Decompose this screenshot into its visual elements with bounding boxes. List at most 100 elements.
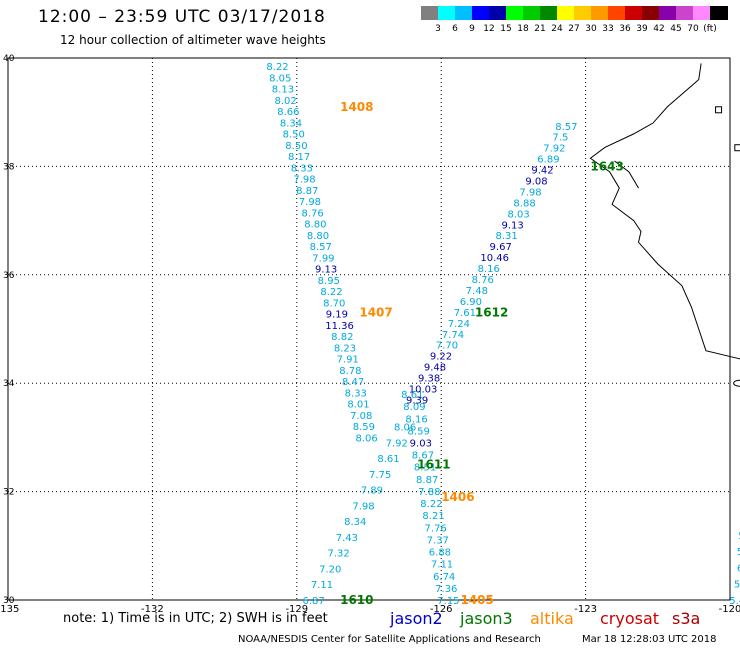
legend-swatch bbox=[472, 6, 490, 20]
legend-label: 3 bbox=[435, 24, 441, 34]
wave-height-value: 8.76 bbox=[301, 208, 323, 219]
wave-height-value: 8.57 bbox=[310, 242, 332, 253]
wave-height-value: 5. bbox=[738, 531, 740, 542]
wave-height-value: 8.06 bbox=[355, 433, 377, 444]
wave-height-value: 8.80 bbox=[304, 220, 326, 231]
wave-height-value: 8.34 bbox=[280, 118, 302, 129]
pass-label: 1610 bbox=[340, 593, 373, 607]
footer-note: note: 1) Time is in UTC; 2) SWH is in fe… bbox=[63, 611, 328, 626]
wave-height-value: 7.48 bbox=[466, 286, 488, 297]
wave-height-value: 8.47 bbox=[342, 377, 364, 388]
lon-label: -126 bbox=[430, 604, 453, 615]
pass-label: 1408 bbox=[340, 100, 373, 114]
legend-label: 12 bbox=[483, 24, 495, 34]
wave-height-value: 8.34 bbox=[344, 517, 366, 528]
legend-swatch bbox=[540, 6, 558, 20]
wave-height-value: 7.32 bbox=[327, 549, 349, 560]
wave-height-value: 5. bbox=[734, 580, 740, 591]
wave-height-value: 7.61 bbox=[454, 308, 476, 319]
coastline bbox=[589, 63, 740, 360]
wave-height-value: 8.23 bbox=[334, 343, 356, 354]
satellite-s3a: s3a bbox=[672, 609, 701, 628]
map-frame bbox=[7, 57, 731, 601]
wave-height-value: 7.20 bbox=[319, 564, 341, 575]
lake-outline bbox=[734, 144, 740, 152]
wave-height-value: 7.08 bbox=[350, 411, 372, 422]
wave-height-value: 8.82 bbox=[331, 332, 353, 343]
wave-height-value: 8.03 bbox=[507, 209, 529, 220]
legend-swatch bbox=[591, 6, 609, 20]
wave-height-value: 7.70 bbox=[436, 341, 458, 352]
wave-height-value: 8.33 bbox=[345, 388, 367, 399]
lat-label: 40 bbox=[3, 54, 15, 64]
wave-height-value: 7.11 bbox=[431, 560, 453, 571]
wave-height-value: 8.88 bbox=[513, 198, 535, 209]
lat-label: 34 bbox=[3, 379, 15, 389]
wave-height-value: 9.13 bbox=[501, 220, 523, 231]
pass-label: 1407 bbox=[359, 306, 392, 320]
legend-label: 24 bbox=[551, 24, 563, 34]
lon-label: -135 bbox=[0, 604, 19, 615]
wave-height-value: 5. bbox=[737, 547, 740, 558]
lon-label: -120 bbox=[719, 604, 740, 615]
legend-swatch bbox=[506, 6, 524, 20]
wave-height-value: 6.87 bbox=[303, 596, 325, 607]
wave-height-value: 8.05 bbox=[269, 73, 291, 84]
wave-height-value: 8.01 bbox=[347, 400, 369, 411]
wave-height-value: 8.02 bbox=[275, 96, 297, 107]
satellite-jason3: jason3 bbox=[460, 609, 513, 628]
wave-height-value: 8.22 bbox=[266, 62, 288, 73]
legend-swatch bbox=[489, 6, 507, 20]
wave-height-value: 7.98 bbox=[519, 187, 541, 198]
lake-outline bbox=[715, 106, 723, 114]
wave-height-value: 8.66 bbox=[277, 107, 299, 118]
credit-line: NOAA/NESDIS Center for Satellite Applica… bbox=[238, 634, 541, 645]
legend-label: 9 bbox=[469, 24, 475, 34]
satellite-cryosat: cryosat bbox=[600, 609, 660, 628]
pass-label: 1406 bbox=[441, 490, 474, 504]
wave-height-value: 8.61 bbox=[401, 390, 423, 401]
wave-height-value: 7.99 bbox=[312, 253, 334, 264]
timestamp: Mar 18 12:28:03 UTC 2018 bbox=[582, 634, 717, 645]
legend-label: 45 bbox=[670, 24, 682, 34]
wave-height-value: 6.88 bbox=[429, 548, 451, 559]
legend-label: 15 bbox=[500, 24, 512, 34]
wave-height-value: 5.4 bbox=[729, 596, 740, 607]
wave-height-value: 8.21 bbox=[422, 511, 444, 522]
pass-label: 1643 bbox=[590, 159, 623, 173]
legend-label: 21 bbox=[534, 24, 546, 34]
wave-height-value: 7.36 bbox=[435, 584, 457, 595]
wave-height-value: 7.74 bbox=[442, 330, 464, 341]
wave-height-value: 6.90 bbox=[460, 297, 482, 308]
legend-swatch bbox=[676, 6, 694, 20]
satellite-altika: altika bbox=[530, 609, 574, 628]
wave-height-value: 7.92 bbox=[543, 144, 565, 155]
wave-height-value: 7.98 bbox=[299, 197, 321, 208]
wave-height-value: 9.03 bbox=[410, 439, 432, 450]
wave-height-value: 7.76 bbox=[425, 523, 447, 534]
wave-height-value: 9.19 bbox=[326, 310, 348, 321]
wave-height-value: 7.37 bbox=[427, 535, 449, 546]
wave-height-value: 8.17 bbox=[288, 152, 310, 163]
legend-label: 36 bbox=[619, 24, 631, 34]
wave-height-value: 7.24 bbox=[448, 319, 470, 330]
wave-height-value: 8.61 bbox=[377, 454, 399, 465]
wave-height-value: 9.22 bbox=[430, 352, 452, 363]
legend-swatch bbox=[455, 6, 473, 20]
wave-height-value: 7.5 bbox=[552, 133, 568, 144]
wave-height-value: 8.50 bbox=[283, 130, 305, 141]
pass-label: 1612 bbox=[475, 306, 508, 320]
legend-swatch bbox=[438, 6, 456, 20]
wave-height-value: 6.89 bbox=[537, 155, 559, 166]
wave-height-value: 6 bbox=[737, 563, 740, 574]
wave-height-value: 7.92 bbox=[386, 438, 408, 449]
wave-height-value: 7.11 bbox=[311, 580, 333, 591]
wave-height-value: 8.80 bbox=[307, 231, 329, 242]
wave-height-value: 8.87 bbox=[416, 475, 438, 486]
legend-swatch bbox=[608, 6, 626, 20]
wave-height-value: 8.76 bbox=[472, 275, 494, 286]
legend-swatch bbox=[693, 6, 711, 20]
color-legend: 3 6 9 12 15 18 21 24 27 30 33 36 39 42 45 70 (ft) bbox=[421, 6, 728, 36]
legend-swatch bbox=[659, 6, 677, 20]
